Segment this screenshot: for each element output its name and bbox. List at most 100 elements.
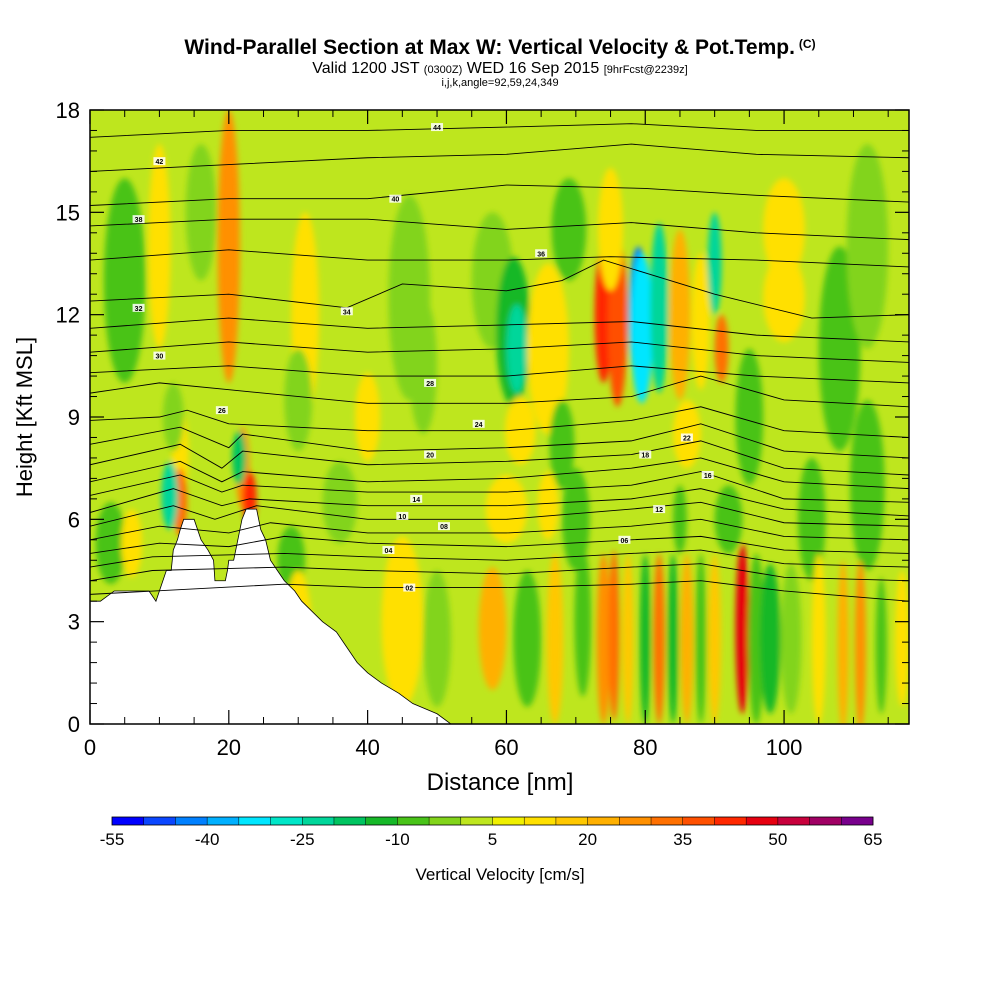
colorbar-swatch [619,817,652,825]
contour-label-box [535,249,548,258]
valid-date: WED 16 Sep 2015 [466,60,600,77]
velocity-cell [409,297,438,435]
velocity-cell [506,304,528,394]
contour-label-box [410,494,423,503]
contour-label-box [424,450,437,459]
velocity-cell [423,570,451,707]
colorbar-swatch [777,817,810,825]
y-tick-label: 6 [68,507,80,532]
velocity-cell [650,222,669,394]
velocity-cell [322,461,358,544]
colorbar-tick-label: 5 [488,830,497,849]
theta-contour [90,375,909,408]
theta-contour [90,341,909,363]
theta-contour [90,317,909,343]
y-tick-label: 9 [68,405,80,430]
section-params: i,j,k,angle=92,59,24,349 [441,77,559,89]
velocity-cell [561,468,590,571]
colorbar-tick-label: -25 [290,830,315,849]
contour-label-box [389,194,402,203]
y-tick-label: 12 [56,303,80,328]
velocity-cell [747,553,765,724]
theta-contour [90,218,909,241]
contour-label: 14 [412,497,420,504]
terrain-shape [90,508,452,724]
colorbar-swatch [460,817,493,825]
valid-time-z: (0300Z) [423,64,463,76]
theta-contour [90,423,909,459]
colorbar-tick-label: -40 [195,830,220,849]
velocity-cell [527,263,569,435]
theta-contour [90,143,909,172]
contour-label-box [403,583,416,592]
contour-label: 40 [391,197,399,204]
y-tick-label: 18 [56,98,80,123]
chart-title: Wind-Parallel Section at Max W: Vertical… [0,36,1000,60]
contour-label-box [680,433,693,442]
theta-contour [90,123,909,138]
theta-contour [90,259,909,319]
velocity-cell [667,553,679,724]
velocity-cell [735,348,764,486]
y-tick-label: 15 [56,200,80,225]
velocity-cell [811,553,826,724]
contour-label: 02 [405,586,413,593]
colorbar-swatch [587,817,620,825]
theta-contour [90,249,909,268]
theta-contour [90,471,909,503]
contour-label-box [424,378,437,387]
colorbar-swatch [841,817,874,825]
contour-label: 24 [475,422,483,429]
contour-label-box [132,303,145,312]
velocity-cell [837,560,849,724]
colorbar-swatch [746,817,779,825]
colorbar-label: Vertical Velocity [cm/s] [415,865,584,884]
theta-contour [90,501,909,527]
theta-contour [90,184,909,206]
contour-label: 20 [426,453,434,460]
velocity-cell [217,110,240,383]
valid-time: Valid 1200 JST [312,60,420,77]
x-tick-label: 0 [84,735,96,760]
contour-label-box [396,511,409,520]
colorbar-tick-label: 35 [673,830,692,849]
velocity-cell [121,509,143,578]
contour-label: 04 [385,548,393,555]
colorbar-swatch [270,817,303,825]
velocity-cell [574,546,592,697]
contour-label-box [153,351,166,360]
contour-label-box [431,123,444,132]
velocity-cell [478,567,507,690]
copyright-mark: (C) [798,37,816,51]
contour-label-box [639,450,652,459]
velocity-cell [148,144,171,349]
contour-label: 08 [440,524,448,531]
velocity-cell [850,399,885,571]
terrain-mask [90,508,452,724]
contour-label-box [437,522,450,531]
velocity-cell [284,348,313,452]
colorbar-swatch [365,817,398,825]
colorbar-swatch [397,817,430,825]
contour-label-box [653,505,666,514]
velocity-cell [707,212,722,315]
contour-label-box [618,535,631,544]
velocity-cell [735,543,750,714]
colorbar-tick-label: 20 [578,830,597,849]
theta-contour [90,457,909,490]
velocity-cell [695,553,707,724]
contour-label: 28 [426,381,434,388]
contour-label-box [132,215,145,224]
y-axis-label: Height [Kft MSL] [12,337,37,497]
velocity-cell [598,167,624,291]
velocity-cell [854,560,866,724]
velocity-cell [759,563,781,714]
velocity-cell [551,178,587,281]
theta-contour [90,440,909,476]
velocity-cell [708,553,721,724]
theta-contours: 44 42 40 38 36 34 32 30 28 26 24 22 20 18 16 14 12 10 08 06… [90,123,909,602]
velocity-cell [673,485,687,554]
velocity-cell [680,553,694,724]
velocity-cell [546,553,564,724]
